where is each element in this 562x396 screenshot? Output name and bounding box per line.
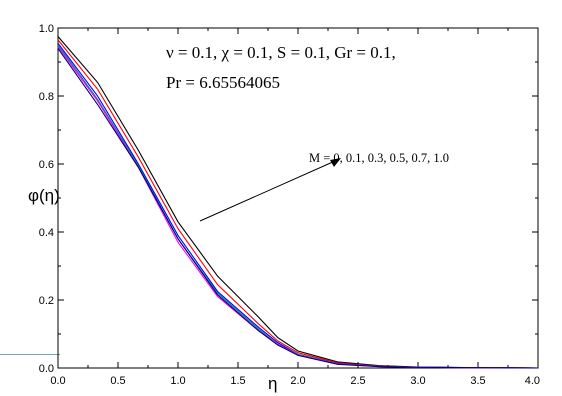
x-tick-label: 1.0	[170, 375, 185, 387]
x-tick-label: 0.5	[110, 375, 125, 387]
annotation-arrow-line	[199, 160, 336, 222]
series-line-2	[57, 39, 539, 369]
y-axis: 0.0 0.2 0.4 0.6 0.8 1.0	[39, 23, 538, 375]
margin-line	[0, 354, 60, 355]
x-tick-label: 2.0	[290, 375, 305, 387]
y-tick-label: 0.2	[39, 295, 54, 307]
annotation-arrowhead	[330, 158, 341, 167]
params-annotation-line1: ν = 0.1, χ = 0.1, S = 0.1, Gr = 0.1,	[166, 43, 396, 62]
series-layer	[57, 36, 539, 369]
x-tick-label: 2.5	[350, 375, 365, 387]
series-line-3	[57, 42, 539, 369]
series-line-1	[57, 36, 539, 369]
x-axis-label: η	[268, 374, 277, 393]
x-tick-label: 3.5	[470, 375, 485, 387]
y-tick-label: 0.6	[39, 159, 54, 171]
series-line-6	[57, 48, 539, 369]
y-tick-label: 0.8	[39, 91, 54, 103]
x-axis: 0.0 0.5 1.0 1.5 2.0 2.5 3.0 3.5 4.0	[50, 28, 540, 387]
x-tick-label: 4.0	[525, 375, 540, 387]
plot-frame	[57, 27, 539, 369]
x-tick-label: 1.5	[230, 375, 245, 387]
series-line-5	[57, 46, 539, 369]
y-tick-label: 0.4	[39, 227, 54, 239]
params-annotation-line2: Pr = 6.65564065	[166, 73, 280, 92]
y-tick-label: 1.0	[39, 23, 54, 35]
x-tick-label: 3.0	[410, 375, 425, 387]
arrow-label: M = 0, 0.1, 0.3, 0.5, 0.7, 1.0	[309, 151, 449, 165]
x-tick-label: 0.0	[50, 375, 65, 387]
series-line-4	[57, 44, 539, 369]
y-tick-label: 0.0	[39, 363, 54, 375]
y-axis-label: φ(η)	[28, 186, 60, 205]
